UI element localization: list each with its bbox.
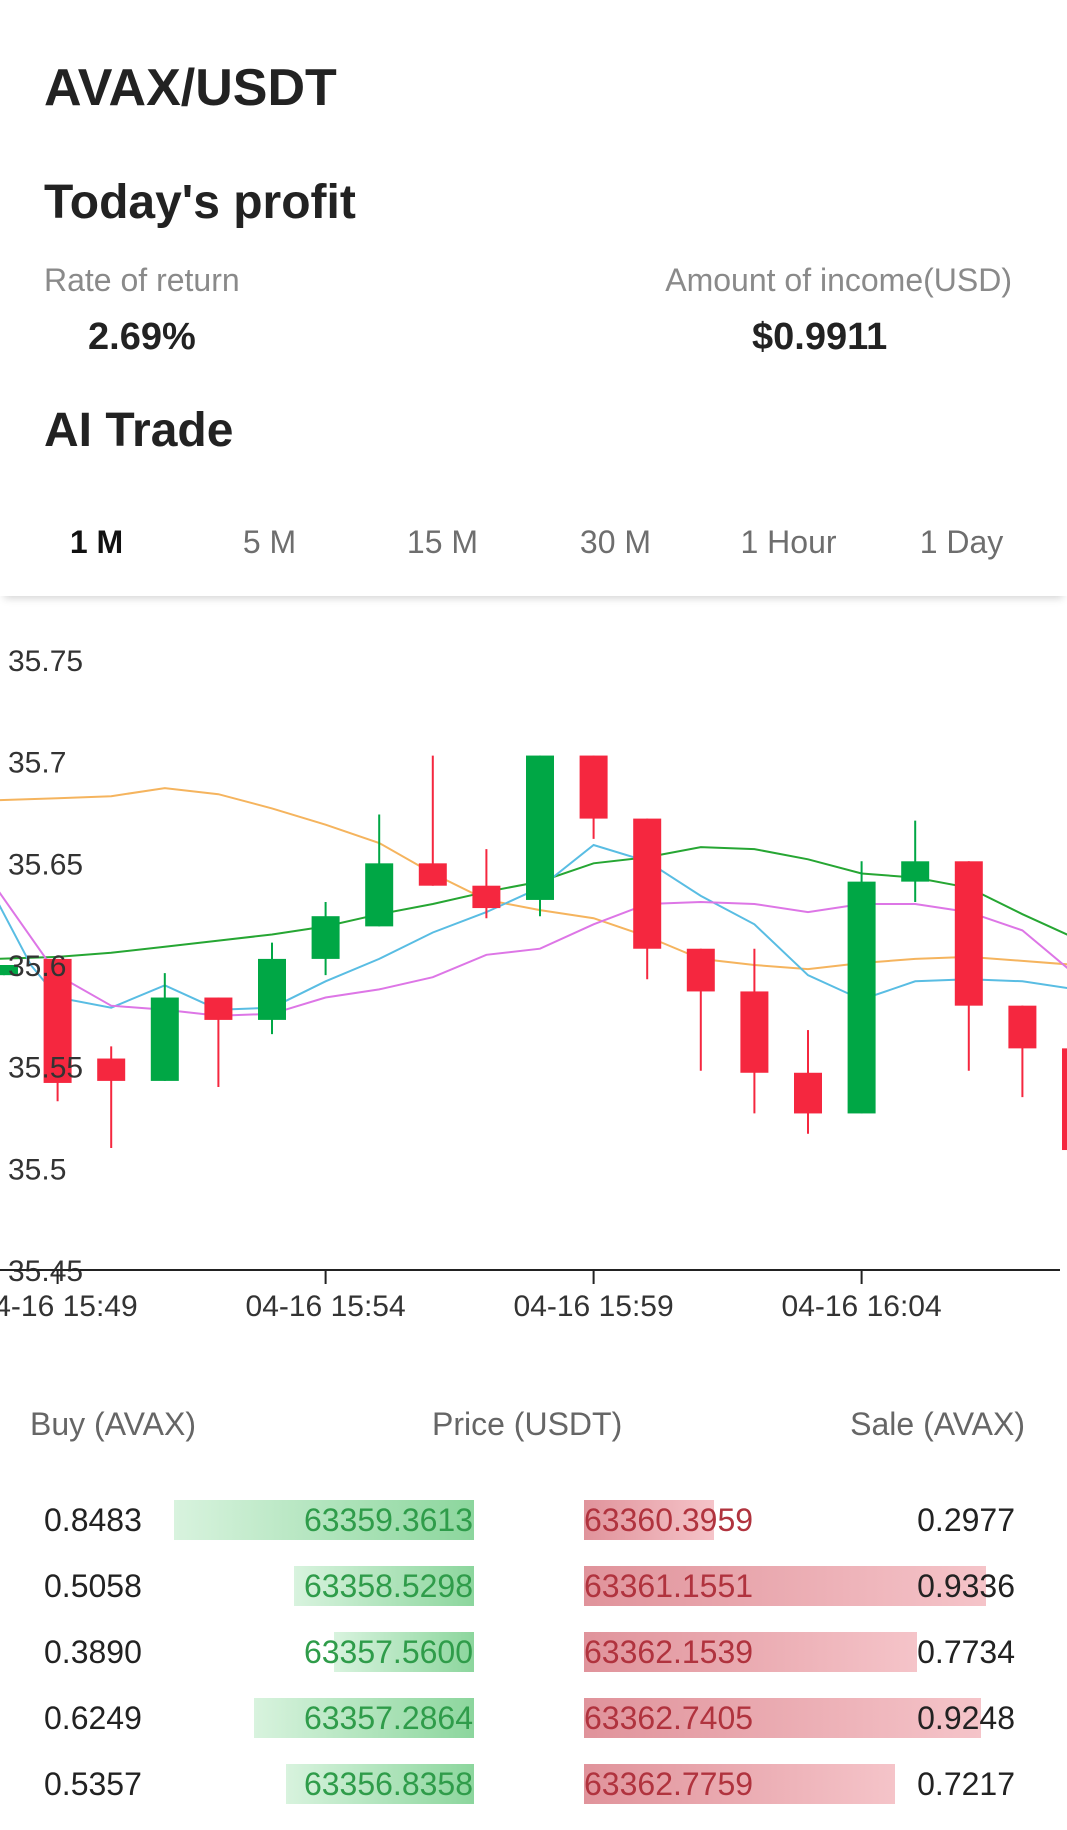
candle-body xyxy=(311,916,340,959)
moving-average-line xyxy=(0,843,1067,1011)
tab-30m[interactable]: 30 M xyxy=(579,524,652,560)
x-tick-label: 04-16 15:54 xyxy=(246,1290,406,1323)
tab-1m[interactable]: 1 M xyxy=(69,524,124,560)
tab-1day[interactable]: 1 Day xyxy=(919,524,1004,560)
candle-body xyxy=(686,948,715,992)
candle-body xyxy=(418,863,447,886)
candle-body xyxy=(579,755,608,819)
buy-amount: 0.3890 xyxy=(44,1634,142,1670)
buy-price: 63357.5600 xyxy=(303,1634,473,1670)
sell-amount: 0.2977 xyxy=(917,1502,1015,1538)
rate-of-return-value: 2.69% xyxy=(88,316,196,358)
y-tick-label: 35.7 xyxy=(8,747,66,780)
buy-price: 63357.2864 xyxy=(303,1700,473,1736)
y-tick-label: 35.65 xyxy=(8,848,83,881)
y-tick-label: 35.75 xyxy=(8,645,83,678)
income-value: $0.9911 xyxy=(752,316,888,358)
candle-body xyxy=(365,863,394,927)
x-tick-label: 04-16 15:49 xyxy=(0,1290,138,1323)
orderbook-row[interactable]: 0.5357 63356.8358 63362.7759 0.7217 xyxy=(0,1764,1067,1804)
price-column-header: Price (USDT) xyxy=(432,1406,623,1442)
buy-column-header: Buy (AVAX) xyxy=(30,1406,196,1442)
buy-amount: 0.5058 xyxy=(44,1568,142,1604)
sell-depth-bar xyxy=(584,1566,986,1606)
tab-1hour[interactable]: 1 Hour xyxy=(740,524,837,560)
sell-amount: 0.7734 xyxy=(917,1634,1015,1670)
candle-body xyxy=(740,991,769,1073)
sell-price: 63362.1539 xyxy=(584,1634,754,1670)
orderbook-row[interactable]: 0.6249 63357.2864 63362.7405 0.9248 xyxy=(0,1698,1067,1738)
candle-body xyxy=(954,861,983,1006)
candle-body xyxy=(472,885,501,909)
candle-body xyxy=(258,958,286,1020)
rate-of-return-label: Rate of return xyxy=(44,262,240,298)
candle-body xyxy=(204,997,233,1020)
y-tick-label: 35.5 xyxy=(8,1153,66,1186)
candle-body xyxy=(1062,1048,1067,1151)
tab-5m[interactable]: 5 M xyxy=(242,524,297,560)
ai-trade-title: AI Trade xyxy=(44,404,234,457)
sell-depth-bar xyxy=(584,1764,895,1804)
candle-body xyxy=(150,997,179,1081)
sell-depth-bar xyxy=(584,1500,714,1540)
buy-amount: 0.5357 xyxy=(44,1766,142,1802)
buy-price: 63356.8358 xyxy=(303,1766,473,1802)
sale-column-header: Sale (AVAX) xyxy=(850,1406,1025,1442)
sell-depth-bar xyxy=(584,1698,981,1738)
candle-body xyxy=(97,1058,126,1081)
timeframe-tabs: 1 M 5 M 15 M 30 M 1 Hour 1 Day xyxy=(0,500,1067,596)
candle-body xyxy=(633,818,662,949)
y-tick-label: 35.6 xyxy=(8,950,66,983)
sell-depth-bar xyxy=(584,1632,917,1672)
candle-body xyxy=(0,965,18,976)
buy-depth-bar xyxy=(294,1566,474,1606)
candle-body xyxy=(1008,1005,1037,1049)
buy-price: 63359.3613 xyxy=(303,1502,473,1538)
sell-price: 63362.7759 xyxy=(584,1766,754,1802)
income-label: Amount of income(USD) xyxy=(665,262,1012,298)
orderbook-row[interactable]: 0.5058 63358.5298 63361.1551 0.9336 xyxy=(0,1566,1067,1606)
buy-depth-bar xyxy=(254,1698,474,1738)
tab-15m[interactable]: 15 M xyxy=(406,524,479,560)
sell-amount: 0.9248 xyxy=(917,1700,1015,1736)
y-tick-label: 35.45 xyxy=(8,1255,83,1288)
buy-amount: 0.8483 xyxy=(44,1502,142,1538)
sell-price: 63361.1551 xyxy=(584,1568,754,1604)
x-tick-label: 04-16 15:59 xyxy=(514,1290,674,1323)
candle-body xyxy=(901,861,930,882)
buy-depth-bar xyxy=(334,1632,474,1672)
buy-amount: 0.6249 xyxy=(44,1700,142,1736)
buy-depth-bar xyxy=(174,1500,474,1540)
orderbook-row[interactable]: 0.3890 63357.5600 63362.1539 0.7734 xyxy=(0,1632,1067,1672)
y-tick-label: 35.55 xyxy=(8,1052,83,1085)
candle-body xyxy=(43,958,72,1083)
candle-body xyxy=(847,881,876,1114)
buy-depth-bar xyxy=(286,1764,474,1804)
x-tick-label: 04-16 16:04 xyxy=(782,1290,942,1323)
pair-title: AVAX/USDT xyxy=(44,59,337,117)
sell-price: 63360.3959 xyxy=(584,1502,754,1538)
sell-price: 63362.7405 xyxy=(584,1700,754,1736)
moving-average-line xyxy=(0,891,1067,1017)
sell-amount: 0.7217 xyxy=(917,1766,1015,1802)
candle-body xyxy=(794,1072,822,1114)
orderbook-row[interactable]: 0.8483 63359.3613 63360.3959 0.2977 xyxy=(0,1500,1067,1540)
today-profit-title: Today's profit xyxy=(44,176,356,229)
candle-body xyxy=(526,755,554,900)
buy-price: 63358.5298 xyxy=(303,1568,473,1604)
sell-amount: 0.9336 xyxy=(917,1568,1015,1604)
